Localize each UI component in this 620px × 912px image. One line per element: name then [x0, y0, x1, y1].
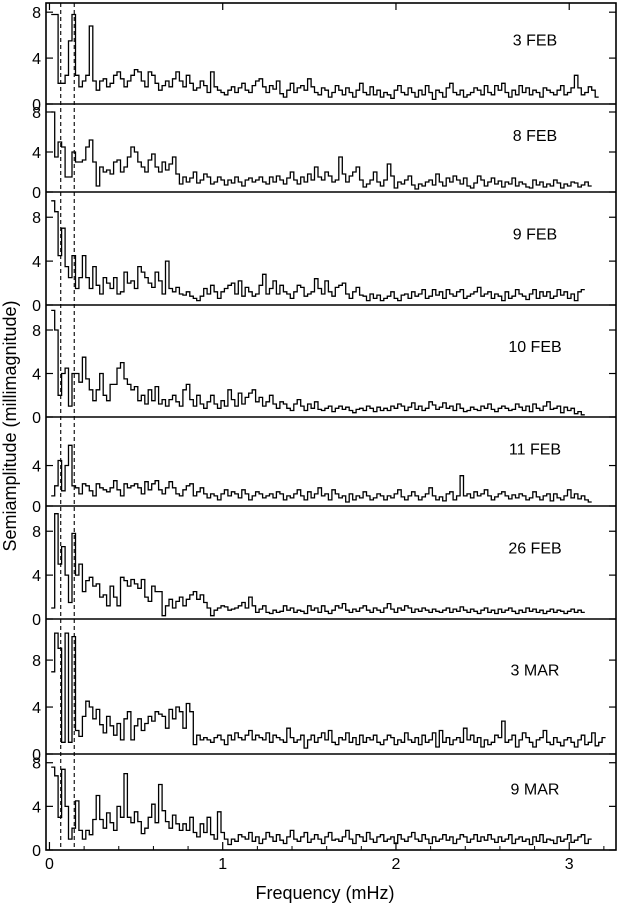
x-tick-label: 1 [218, 856, 227, 873]
series-line [51, 766, 592, 846]
series-line [51, 200, 585, 302]
panel-label: 9 FEB [513, 226, 557, 243]
y-tick-label: 0 [32, 298, 41, 315]
panel: 0 4 11 FEB [32, 441, 616, 516]
panel-label: 3 MAR [511, 663, 560, 680]
panel-label: 8 FEB [513, 128, 557, 145]
y-tick-label: 4 [32, 568, 41, 585]
x-tick-label: 0 [45, 856, 54, 873]
panel-label: 3 FEB [513, 32, 557, 49]
panel: 0 4 8 9 FEB [32, 200, 616, 315]
y-tick-label: 0 [32, 499, 41, 516]
series-line [51, 444, 592, 503]
panel-label: 11 FEB [509, 441, 561, 458]
panels-group: 0 4 8 3 FEB 0 4 8 8 FEB 0 4 8 9 FEB 0 4 8 10 FEB 0 4 11 FE… [32, 5, 616, 860]
y-tick-label: 8 [32, 105, 41, 122]
y-tick-label: 4 [32, 145, 41, 162]
y-tick-label: 8 [32, 524, 41, 541]
reference-lines [60, 3, 75, 850]
y-tick-label: 8 [32, 653, 41, 670]
y-tick-label: 8 [32, 5, 41, 22]
y-tick-label: 4 [32, 799, 41, 816]
panel: 0 4 8 10 FEB [32, 309, 616, 427]
y-tick-label: 0 [32, 612, 41, 629]
y-tick-label: 4 [32, 367, 41, 384]
panel: 0 4 8 9 MAR [32, 756, 616, 860]
y-tick-label: 8 [32, 756, 41, 773]
panel-label: 9 MAR [511, 781, 560, 798]
x-axis-label: Frequency (mHz) [255, 883, 394, 903]
series-line [51, 309, 585, 416]
panel-label: 10 FEB [508, 339, 561, 356]
y-tick-label: 8 [32, 323, 41, 340]
panel: 0 4 8 8 FEB [32, 105, 616, 202]
x-tick-label: 3 [565, 856, 574, 873]
panel: 0 4 8 3 MAR [32, 632, 616, 764]
y-tick-label: 0 [32, 97, 41, 114]
y-tick-label: 4 [32, 459, 41, 476]
y-axis-label: Semiamplitude (millimagnitude) [0, 300, 20, 551]
y-tick-label: 0 [32, 410, 41, 427]
panel: 0 4 8 26 FEB [32, 513, 616, 629]
plot-frame [45, 2, 617, 851]
series-line [51, 13, 599, 101]
y-tick-label: 4 [32, 51, 41, 68]
series-line [51, 632, 606, 749]
series-line [51, 513, 585, 617]
y-tick-label: 0 [32, 843, 41, 860]
y-tick-label: 0 [32, 185, 41, 202]
y-tick-label: 0 [32, 747, 41, 764]
series-line [51, 111, 592, 190]
y-tick-label: 8 [32, 210, 41, 227]
x-tick-label: 2 [392, 856, 401, 873]
y-tick-label: 4 [32, 254, 41, 271]
panel: 0 4 8 3 FEB [32, 5, 616, 114]
y-tick-label: 4 [32, 700, 41, 717]
panel-label: 26 FEB [508, 540, 561, 557]
